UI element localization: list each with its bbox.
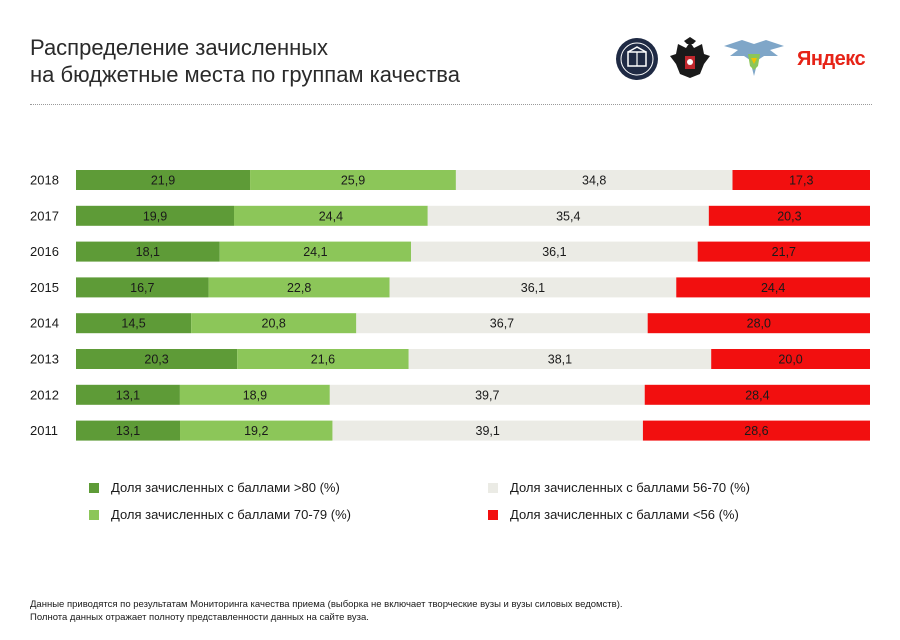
bar-segment-below-56-2011 [642, 420, 870, 441]
title-line-2: на бюджетные места по группам качества [30, 62, 460, 87]
data-label-70-79-2011: 19,2 [244, 424, 268, 438]
footer-line-1: Данные приводятся по результатам Монитор… [30, 599, 623, 610]
bar-segment-70-79-2018 [250, 170, 456, 190]
year-label-2014: 2014 [30, 316, 59, 331]
bar-segment-above-80-2017 [76, 205, 235, 226]
bar-segment-70-79-2012 [179, 384, 330, 405]
year-label-2012: 2012 [30, 387, 59, 402]
data-label-below-56-2017: 20,3 [777, 209, 801, 223]
year-label-2011: 2011 [30, 423, 58, 438]
data-label-70-79-2014: 20,8 [262, 317, 286, 331]
year-label-2018: 2018 [30, 173, 59, 188]
hse-logo [614, 36, 660, 82]
data-label-above-80-2012: 13,1 [116, 388, 140, 402]
logo-bar: Яндекс [614, 36, 872, 86]
bar-segment-below-56-2014 [647, 313, 870, 334]
yandex-logo: Яндекс [797, 48, 866, 70]
data-label-above-80-2013: 20,3 [144, 353, 168, 367]
data-label-below-56-2014: 28,0 [747, 317, 771, 331]
data-label-70-79-2017: 24,4 [319, 209, 343, 223]
data-label-below-56-2011: 28,6 [744, 424, 768, 438]
data-label-below-56-2012: 28,4 [745, 388, 769, 402]
bar-segment-above-80-2011 [76, 420, 181, 441]
bar-segment-56-70-2013 [408, 349, 712, 369]
data-label-below-56-2015: 24,4 [761, 281, 785, 295]
data-label-56-70-2015: 36,1 [521, 281, 545, 295]
data-label-70-79-2016: 24,1 [303, 245, 327, 259]
year-label-2013: 2013 [30, 352, 59, 367]
data-label-above-80-2017: 19,9 [143, 209, 167, 223]
data-label-below-56-2013: 20,0 [778, 353, 802, 367]
bar-segment-above-80-2018 [76, 170, 251, 190]
year-label-2017: 2017 [30, 208, 59, 223]
bar-segment-56-70-2015 [389, 277, 677, 298]
bar-segment-above-80-2013 [76, 349, 238, 369]
bar-segment-below-56-2013 [711, 349, 870, 369]
bar-segment-above-80-2014 [76, 313, 192, 334]
bar-segment-below-56-2012 [644, 384, 870, 405]
data-label-below-56-2016: 21,7 [772, 245, 796, 259]
bar-segment-70-79-2013 [237, 349, 409, 369]
bar-segment-56-70-2016 [411, 241, 698, 262]
data-label-56-70-2013: 38,1 [548, 353, 572, 367]
bar-segment-above-80-2012 [76, 384, 180, 405]
bar-segment-70-79-2015 [208, 277, 390, 298]
data-label-70-79-2013: 21,6 [311, 353, 335, 367]
footer-note: Данные приводятся по результатам Монитор… [30, 598, 623, 624]
bar-segment-70-79-2016 [219, 241, 412, 262]
data-label-70-79-2012: 18,9 [243, 388, 267, 402]
bar-segment-70-79-2011 [180, 420, 333, 441]
data-label-above-80-2015: 16,7 [130, 281, 154, 295]
bar-segment-56-70-2012 [329, 384, 645, 405]
bar-segment-above-80-2015 [76, 277, 209, 298]
year-label-2016: 2016 [30, 244, 59, 259]
data-label-below-56-2018: 17,3 [789, 174, 813, 188]
data-label-above-80-2014: 14,5 [121, 317, 145, 331]
bar-segment-56-70-2017 [427, 205, 709, 226]
ministry-eagle-logo [722, 36, 786, 82]
bar-segment-56-70-2011 [332, 420, 643, 441]
data-label-56-70-2011: 39,1 [476, 424, 500, 438]
data-label-56-70-2018: 34,8 [582, 174, 606, 188]
data-label-70-79-2015: 22,8 [287, 281, 311, 295]
bar-segment-below-56-2018 [732, 170, 870, 190]
data-label-70-79-2018: 25,9 [341, 174, 365, 188]
russian-coat-of-arms-logo [666, 36, 714, 84]
footer-line-2: Полнота данных отражает полноту представ… [30, 612, 369, 623]
page-title: Распределение зачисленных на бюджетные м… [30, 34, 460, 88]
bar-segment-below-56-2016 [697, 241, 870, 262]
header-divider [30, 104, 872, 105]
bar-segment-56-70-2018 [455, 170, 733, 190]
year-label-2015: 2015 [30, 280, 59, 295]
bar-segment-below-56-2015 [676, 277, 870, 298]
data-label-56-70-2017: 35,4 [556, 209, 580, 223]
bar-segment-70-79-2014 [191, 313, 357, 334]
data-label-above-80-2011: 13,1 [116, 424, 140, 438]
bar-segment-above-80-2016 [76, 241, 220, 262]
data-label-above-80-2016: 18,1 [136, 245, 160, 259]
data-label-56-70-2016: 36,1 [542, 245, 566, 259]
data-label-56-70-2012: 39,7 [475, 388, 499, 402]
title-line-1: Распределение зачисленных [30, 35, 329, 60]
bar-segment-below-56-2017 [708, 205, 870, 226]
bar-segment-70-79-2017 [234, 205, 428, 226]
bar-segment-56-70-2014 [356, 313, 648, 334]
data-label-above-80-2018: 21,9 [151, 174, 175, 188]
data-label-56-70-2014: 36,7 [490, 317, 514, 331]
